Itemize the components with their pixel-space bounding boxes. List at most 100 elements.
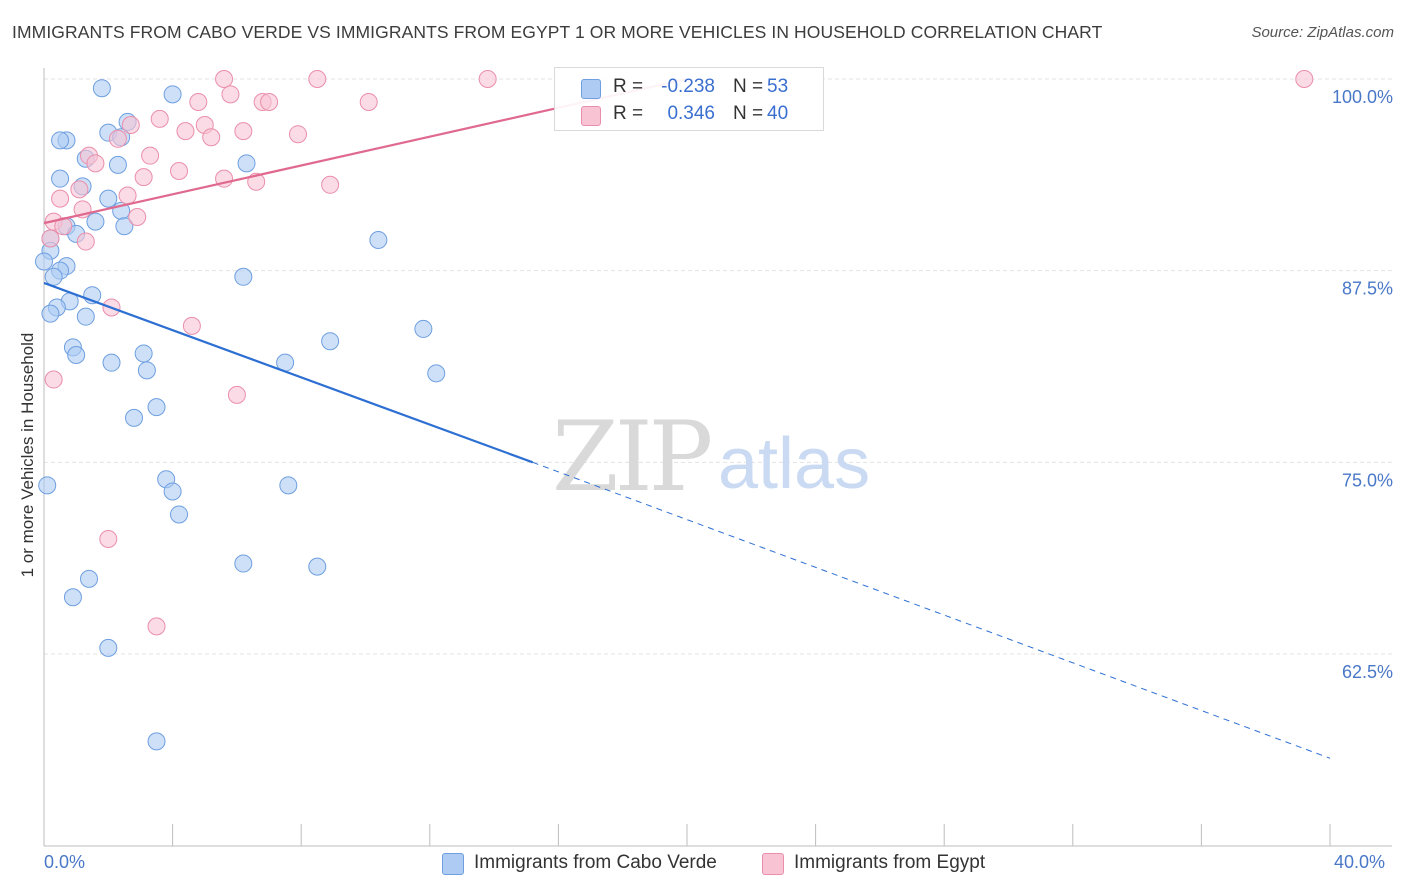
- cabo-verde-point: [414, 319, 433, 338]
- egypt-point: [308, 70, 327, 88]
- cabo-verde-point: [41, 304, 60, 323]
- cabo-verde-point: [147, 732, 166, 751]
- egypt-point: [147, 617, 166, 636]
- cabo-verde-point: [99, 189, 118, 208]
- egypt-point: [215, 70, 234, 88]
- chart-title: IMMIGRANTS FROM CABO VERDE VS IMMIGRANTS…: [12, 22, 1103, 42]
- egypt-point: [202, 128, 221, 147]
- legend-r-value: 0.346: [667, 103, 715, 124]
- cabo-verde-point: [234, 267, 253, 286]
- legend-swatch-blue: [442, 853, 464, 875]
- legend-n-label: N =: [733, 76, 764, 97]
- cabo-verde-point: [237, 154, 256, 173]
- cabo-verde-point: [115, 217, 134, 236]
- cabo-verde-point: [80, 569, 99, 588]
- cabo-verde-point: [92, 79, 111, 98]
- y-tick-labels: 62.5% 75.0% 87.5% 100.0%: [1332, 87, 1393, 682]
- legend-swatch-blue: [581, 79, 601, 99]
- cabo-verde-point: [86, 212, 105, 231]
- points-layer: [35, 70, 1314, 751]
- egypt-point: [121, 116, 140, 134]
- legend-n-label: N =: [733, 103, 764, 124]
- egypt-point: [170, 162, 189, 180]
- stats-legend: R = -0.238 N = 53 R = 0.346 N = 40: [554, 67, 824, 131]
- egypt-point: [141, 146, 160, 165]
- egypt-point: [108, 129, 127, 148]
- cabo-verde-point: [137, 361, 156, 380]
- egypt-point: [359, 93, 378, 111]
- egypt-point: [234, 122, 253, 141]
- legend-r-label: R =: [613, 76, 644, 97]
- cabo-verde-point: [234, 554, 253, 573]
- egypt-point: [118, 186, 137, 205]
- egypt-point: [150, 109, 169, 128]
- watermark-atlas: atlas: [718, 424, 870, 504]
- cabo-verde-point: [147, 398, 166, 417]
- cabo-verde-point: [51, 169, 70, 188]
- egypt-point: [51, 189, 70, 208]
- grid-layer: [44, 78, 1392, 655]
- legend-row-cabo-verde: R = -0.238 N = 53: [555, 75, 823, 101]
- cabo-verde-point: [170, 505, 189, 524]
- egypt-point: [227, 385, 246, 404]
- watermark: ZIP atlas: [552, 401, 870, 513]
- series-legend: Immigrants from Cabo Verde Immigrants fr…: [0, 850, 1406, 878]
- cabo-verde-point: [125, 408, 144, 427]
- axis-layer: [43, 68, 1392, 847]
- cabo-verde-point: [35, 252, 53, 271]
- x-axis-max-label: 40.0%: [1334, 852, 1386, 872]
- chart-source: Source: ZipAtlas.com: [1251, 24, 1394, 41]
- egypt-point: [128, 208, 147, 226]
- cabo-verde-point: [63, 588, 82, 607]
- legend-r-label: R =: [613, 103, 644, 124]
- legend-n-value: 40: [767, 103, 789, 124]
- egypt-point: [44, 370, 63, 389]
- legend-r-value: -0.238: [661, 76, 715, 97]
- cabo-verde-point: [51, 131, 70, 150]
- egypt-point: [321, 175, 340, 194]
- legend-swatch-pink: [581, 106, 601, 126]
- watermark-zip: ZIP: [552, 401, 711, 513]
- cabo-verde-point: [44, 267, 63, 286]
- cabo-verde-point: [38, 476, 57, 495]
- egypt-point: [99, 530, 118, 548]
- cabo-verde-point: [427, 364, 446, 383]
- egypt-point: [176, 122, 195, 141]
- egypt-point: [288, 125, 307, 144]
- cabo-verde-point: [99, 638, 118, 657]
- egypt-point: [70, 180, 89, 199]
- cabo-verde-point: [321, 332, 340, 351]
- cabo-verde-point: [308, 557, 327, 576]
- cabo-verde-point: [163, 85, 182, 104]
- cabo-verde-point: [369, 231, 388, 249]
- y-tick-label: 100.0%: [1332, 87, 1393, 107]
- cabo-verde-trendline: [43, 281, 534, 464]
- legend-row-egypt: R = 0.346 N = 40: [555, 102, 823, 128]
- cabo-verde-point: [76, 307, 95, 326]
- cabo-verde-trendline-extension: [532, 461, 1331, 759]
- y-tick-label: 87.5%: [1342, 279, 1393, 299]
- cabo-verde-point: [279, 476, 298, 495]
- y-tick-label: 75.0%: [1342, 470, 1393, 490]
- cabo-verde-point: [163, 482, 182, 501]
- legend-swatch-pink: [762, 853, 784, 875]
- egypt-point: [134, 168, 153, 187]
- egypt-point: [182, 316, 201, 335]
- egypt-point: [41, 229, 60, 248]
- cabo-verde-point: [102, 353, 121, 372]
- cabo-verde-point: [108, 155, 127, 174]
- cabo-verde-point: [134, 344, 153, 363]
- egypt-point: [76, 232, 95, 251]
- cabo-verde-point: [67, 346, 86, 364]
- egypt-point: [221, 85, 240, 104]
- legend-n-value: 53: [767, 76, 789, 97]
- egypt-point: [478, 70, 497, 88]
- legend-label-egypt: Immigrants from Egypt: [794, 852, 986, 873]
- y-tick-label: 62.5%: [1342, 662, 1393, 682]
- legend-label-cabo-verde: Immigrants from Cabo Verde: [474, 852, 717, 873]
- egypt-point: [189, 93, 208, 111]
- egypt-point: [1295, 70, 1314, 88]
- x-axis-min-label: 0.0%: [44, 852, 86, 872]
- egypt-point: [86, 154, 105, 173]
